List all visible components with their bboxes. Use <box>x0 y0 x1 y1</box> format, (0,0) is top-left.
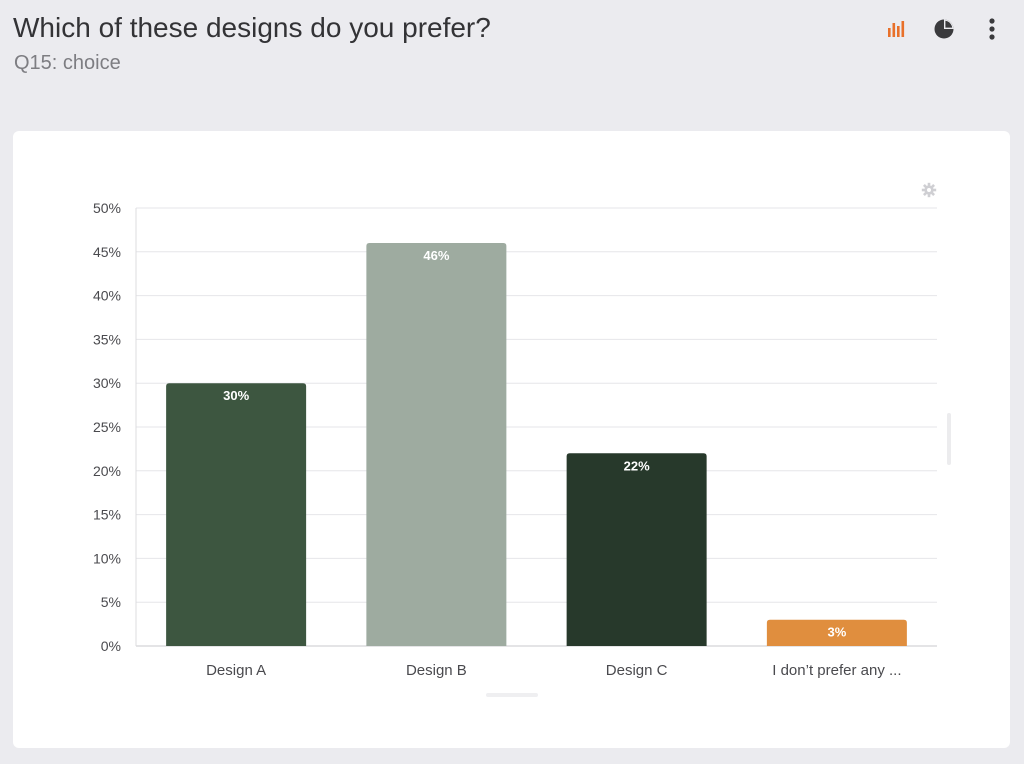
bar-2[interactable] <box>366 243 507 646</box>
chart-card: 0% 5% 10% 15% 20% 25% 30% 35% 40% 45% 50% 30% 46% 22… <box>13 131 1010 748</box>
y-axis-ticks: 0% 5% 10% 15% 20% 25% 30% 35% 40% 45% 50% <box>93 200 121 654</box>
bar-chart: 0% 5% 10% 15% 20% 25% 30% 35% 40% 45% 50% 30% 46% 22… <box>93 200 937 679</box>
question-header: Which of these designs do you prefer? Q1… <box>13 12 1024 82</box>
x-tick-label: Design B <box>406 662 467 679</box>
y-tick-label: 35% <box>93 331 121 347</box>
x-tick-label: Design C <box>606 662 668 679</box>
y-tick-label: 25% <box>93 419 121 435</box>
bar-value-label: 22% <box>624 458 650 473</box>
bar-4[interactable] <box>766 619 907 646</box>
bar-value-label: 3% <box>827 625 846 640</box>
pie-chart-icon <box>934 19 954 39</box>
bar-3[interactable] <box>566 453 707 646</box>
more-vertical-icon <box>989 18 995 40</box>
chart-type-toolbar <box>882 16 1006 42</box>
bar-chart-button[interactable] <box>882 15 910 43</box>
y-tick-label: 20% <box>93 463 121 479</box>
y-tick-label: 15% <box>93 507 121 523</box>
y-tick-label: 50% <box>93 200 121 216</box>
y-tick-label: 5% <box>101 594 121 610</box>
pie-chart-button[interactable] <box>930 15 958 43</box>
y-tick-label: 10% <box>93 550 121 566</box>
y-tick-label: 30% <box>93 375 121 391</box>
x-tick-label: I don’t prefer any ... <box>772 662 901 679</box>
page-title: Which of these designs do you prefer? <box>13 12 491 43</box>
chart-bars <box>166 243 907 646</box>
more-options-button[interactable] <box>978 15 1006 43</box>
bar-value-label: 46% <box>423 248 449 263</box>
bar-1[interactable] <box>166 383 307 646</box>
x-tick-label: Design A <box>206 662 266 679</box>
y-tick-label: 40% <box>93 288 121 304</box>
x-axis-ticks: Design A Design B Design C I don’t prefer a… <box>206 662 901 679</box>
horizontal-scrollbar[interactable] <box>486 693 538 697</box>
bar-chart-icon <box>888 21 905 37</box>
chart-settings-button[interactable] <box>921 182 937 198</box>
gear-icon <box>921 182 937 198</box>
question-subtitle: Q15: choice <box>14 52 121 74</box>
bar-value-label: 30% <box>223 388 249 403</box>
y-tick-label: 45% <box>93 244 121 260</box>
vertical-scrollbar[interactable] <box>947 413 951 465</box>
bar-value-labels: 30% 46% 22% 3% <box>223 248 847 640</box>
y-tick-label: 0% <box>101 638 121 654</box>
